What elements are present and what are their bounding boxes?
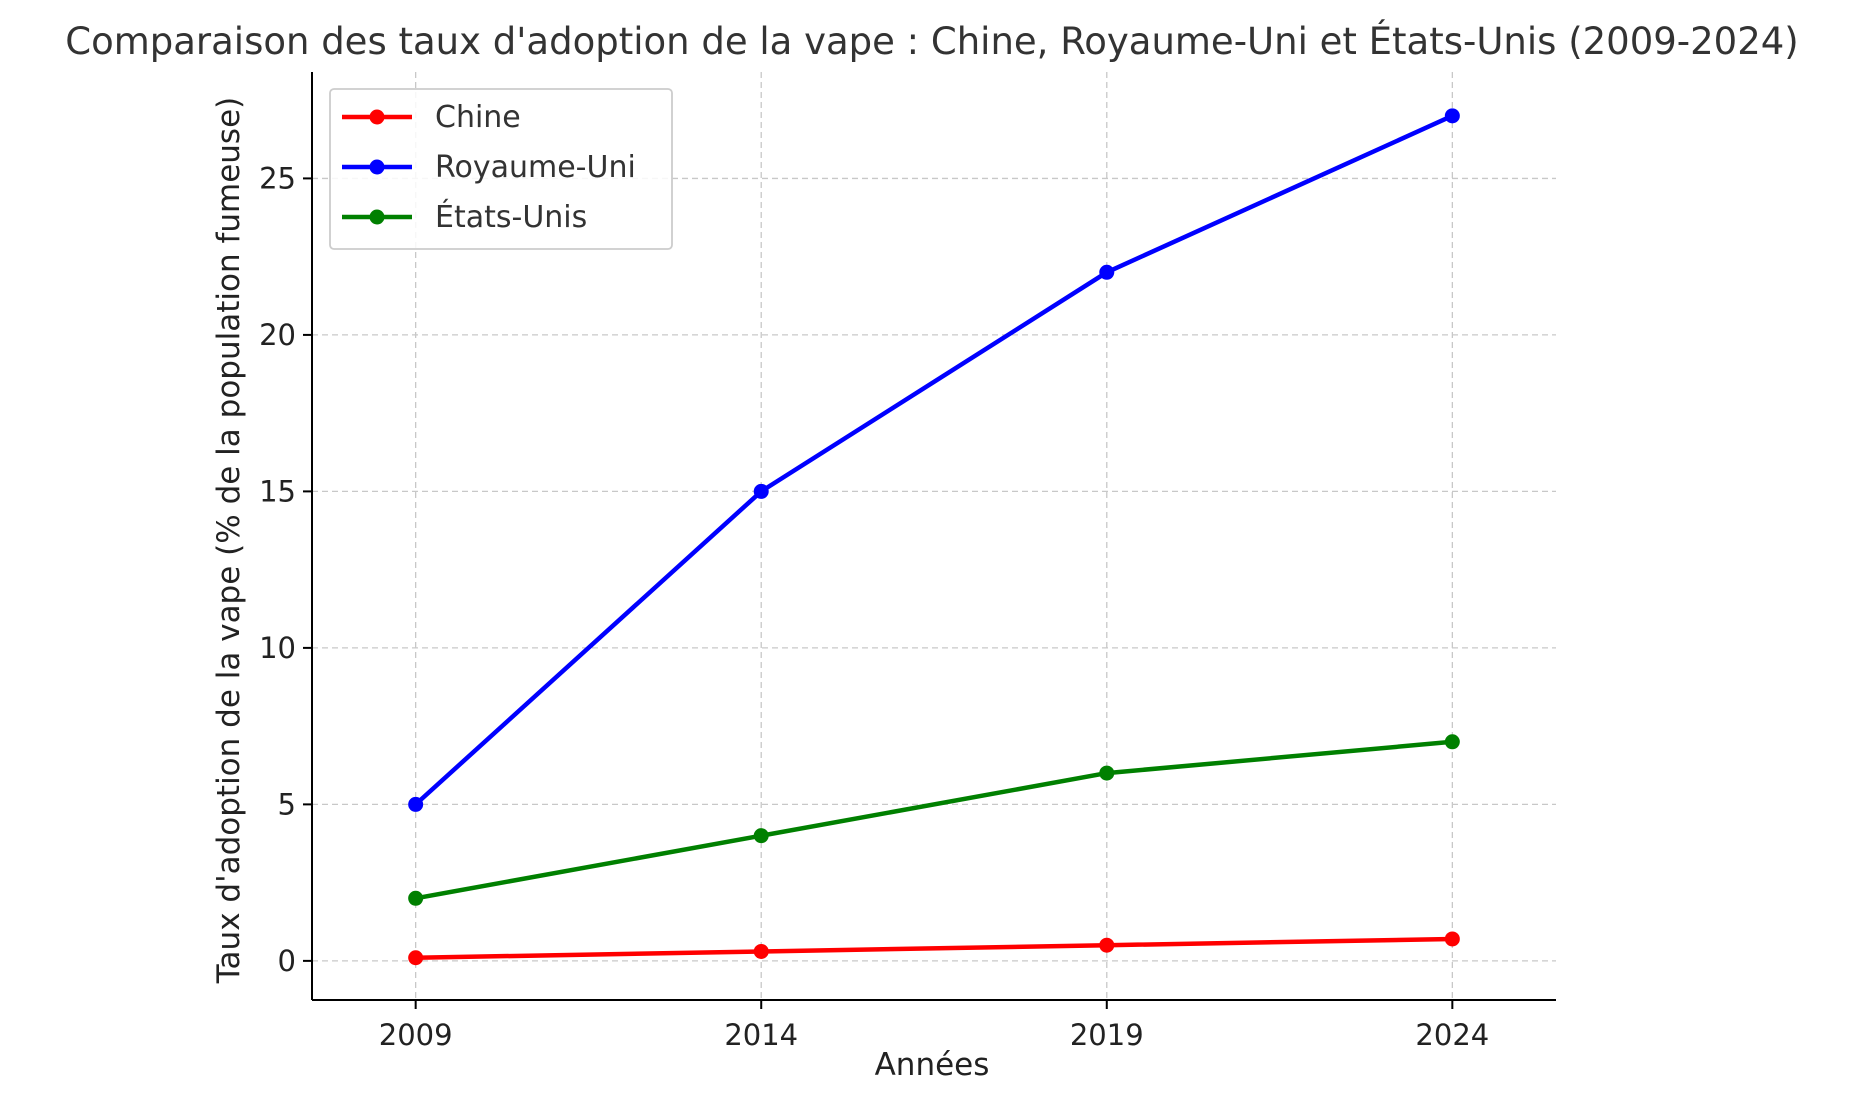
chart-title: Comparaison des taux d'adoption de la va… bbox=[65, 19, 1799, 63]
data-point bbox=[753, 828, 769, 844]
series-3 bbox=[408, 734, 1460, 906]
data-point bbox=[1099, 937, 1115, 953]
legend-swatch-marker bbox=[369, 209, 385, 225]
data-point bbox=[408, 796, 424, 812]
data-point bbox=[1444, 734, 1460, 750]
data-point bbox=[1444, 108, 1460, 124]
y-tick-label: 15 bbox=[259, 474, 296, 508]
series-line bbox=[415, 936, 1453, 960]
data-point bbox=[753, 483, 769, 499]
y-tick-label: 10 bbox=[259, 631, 296, 665]
legend-swatch-marker bbox=[369, 109, 385, 125]
y-tick-label: 5 bbox=[278, 787, 296, 821]
legend-entry: Chine bbox=[342, 100, 521, 135]
data-point bbox=[1099, 765, 1115, 781]
y-tick-label: 20 bbox=[259, 318, 296, 352]
legend-frame bbox=[329, 88, 673, 250]
series-2 bbox=[408, 108, 1460, 812]
y-tick-label: 25 bbox=[259, 161, 296, 195]
legend-label: États-Unis bbox=[435, 199, 587, 235]
legend-swatch-marker bbox=[369, 159, 385, 175]
x-tick-label: 2009 bbox=[379, 1018, 453, 1052]
x-tick-label: 2024 bbox=[1415, 1018, 1489, 1052]
data-point bbox=[1444, 931, 1460, 947]
series-1 bbox=[408, 931, 1460, 966]
data-point bbox=[408, 950, 424, 966]
data-point bbox=[753, 943, 769, 959]
ticks: 2009 2014 2019 2024 0 5 10 15 20 25 bbox=[259, 161, 1489, 1052]
series-line bbox=[414, 113, 1454, 807]
legend-entry: États-Unis bbox=[342, 199, 587, 235]
legend-label: Chine bbox=[435, 100, 521, 135]
x-tick-label: 2019 bbox=[1070, 1018, 1144, 1052]
legend-label: Royaume-Uni bbox=[435, 150, 636, 185]
data-point bbox=[408, 890, 424, 906]
axes bbox=[311, 72, 1556, 1001]
data-point bbox=[1099, 264, 1115, 280]
x-axis-label: Années bbox=[875, 1047, 990, 1083]
y-tick-label: 0 bbox=[278, 944, 296, 978]
y-axis-label: Taux d'adoption de la vape (% de la popu… bbox=[211, 97, 247, 985]
series-line bbox=[415, 739, 1453, 901]
series-layer bbox=[408, 108, 1460, 966]
legend-entry: Royaume-Uni bbox=[342, 150, 636, 185]
legend: Chine Royaume-Uni États-Unis bbox=[329, 88, 673, 250]
x-tick-label: 2014 bbox=[724, 1018, 798, 1052]
